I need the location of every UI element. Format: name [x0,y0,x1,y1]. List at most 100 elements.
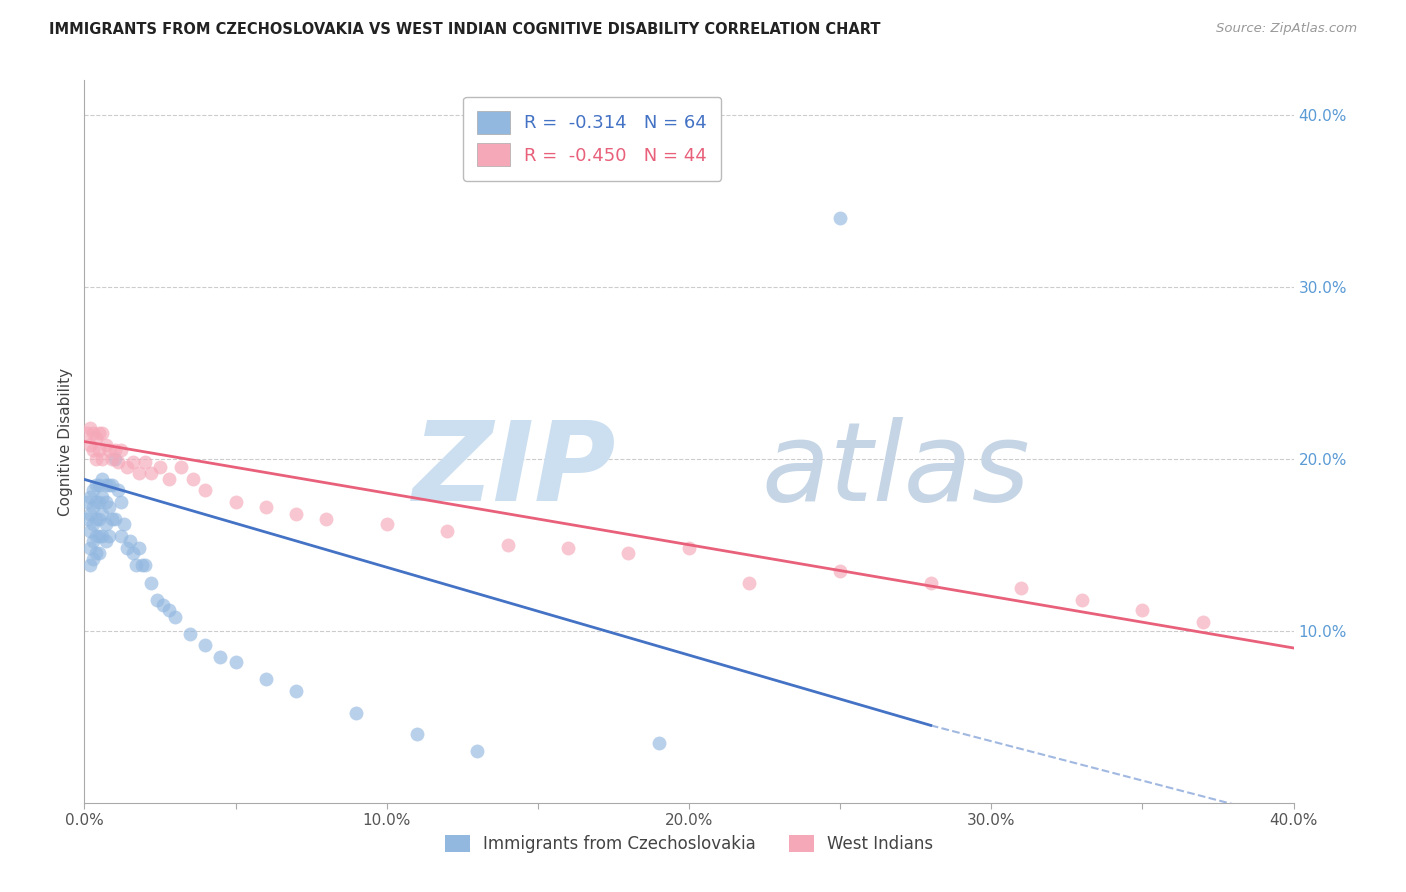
Point [76,425,98,440]
Point [225,494,247,508]
Point [86,451,108,466]
Point [89,546,111,560]
Point [128,541,150,556]
Point [118,534,141,549]
Point [920,575,942,590]
Point [496,538,519,552]
Point [94,438,117,452]
Point [94,517,117,532]
Point [82,551,104,566]
Point [157,603,180,617]
Point [86,431,108,445]
Point [82,517,104,532]
Point [79,541,101,556]
Point [104,512,127,526]
Point [285,507,308,521]
Point [436,524,458,538]
Point [89,494,111,508]
Point [89,425,111,440]
Point [86,546,108,560]
Point [830,211,852,225]
Point [467,744,489,758]
Point [1130,603,1153,617]
Point [557,541,579,556]
Text: atlas: atlas [762,417,1031,524]
Point [1011,581,1033,595]
Point [94,477,117,491]
Point [82,443,104,458]
Point [94,494,117,508]
Point [100,477,122,491]
Point [110,494,132,508]
Point [79,558,101,573]
Point [225,655,247,669]
Point [170,460,193,475]
Text: Source: ZipAtlas.com: Source: ZipAtlas.com [1216,22,1357,36]
Point [1071,592,1094,607]
Point [139,575,162,590]
Point [254,672,277,686]
Point [79,524,101,538]
Point [181,472,204,486]
Point [115,541,138,556]
Point [89,529,111,543]
Point [82,534,104,549]
Point [82,500,104,514]
Point [112,517,135,532]
Point [128,466,150,480]
Point [107,455,129,469]
Point [89,477,111,491]
Point [125,558,148,573]
Point [134,558,156,573]
Point [121,546,143,560]
Point [165,610,187,624]
Point [86,494,108,508]
Point [617,546,640,560]
Y-axis label: Cognitive Disability: Cognitive Disability [58,368,73,516]
Text: ZIP: ZIP [413,417,616,524]
Point [139,466,162,480]
Point [79,490,101,504]
Point [157,472,180,486]
Point [86,529,108,543]
Point [406,727,429,741]
Point [91,490,114,504]
Point [115,460,138,475]
Point [315,512,337,526]
Point [209,649,232,664]
Point [89,512,111,526]
Point [91,451,114,466]
Point [100,512,122,526]
Point [104,451,127,466]
Point [91,425,114,440]
Point [97,443,120,458]
Point [76,494,98,508]
Point [97,529,120,543]
Point [91,507,114,521]
Point [79,421,101,435]
Point [82,425,104,440]
Point [97,477,120,491]
Point [285,684,308,698]
Point [89,443,111,458]
Point [346,706,368,721]
Point [97,500,120,514]
Point [648,735,671,749]
Point [146,592,169,607]
Point [678,541,700,556]
Text: IMMIGRANTS FROM CZECHOSLOVAKIA VS WEST INDIAN COGNITIVE DISABILITY CORRELATION C: IMMIGRANTS FROM CZECHOSLOVAKIA VS WEST I… [49,22,880,37]
Point [194,483,217,497]
Point [79,438,101,452]
Point [152,598,174,612]
Point [104,443,127,458]
Point [131,558,153,573]
Point [254,500,277,514]
Point [91,472,114,486]
Point [121,455,143,469]
Point [149,460,172,475]
Point [76,512,98,526]
Point [194,638,217,652]
Point [179,627,201,641]
Point [830,564,852,578]
Point [107,483,129,497]
